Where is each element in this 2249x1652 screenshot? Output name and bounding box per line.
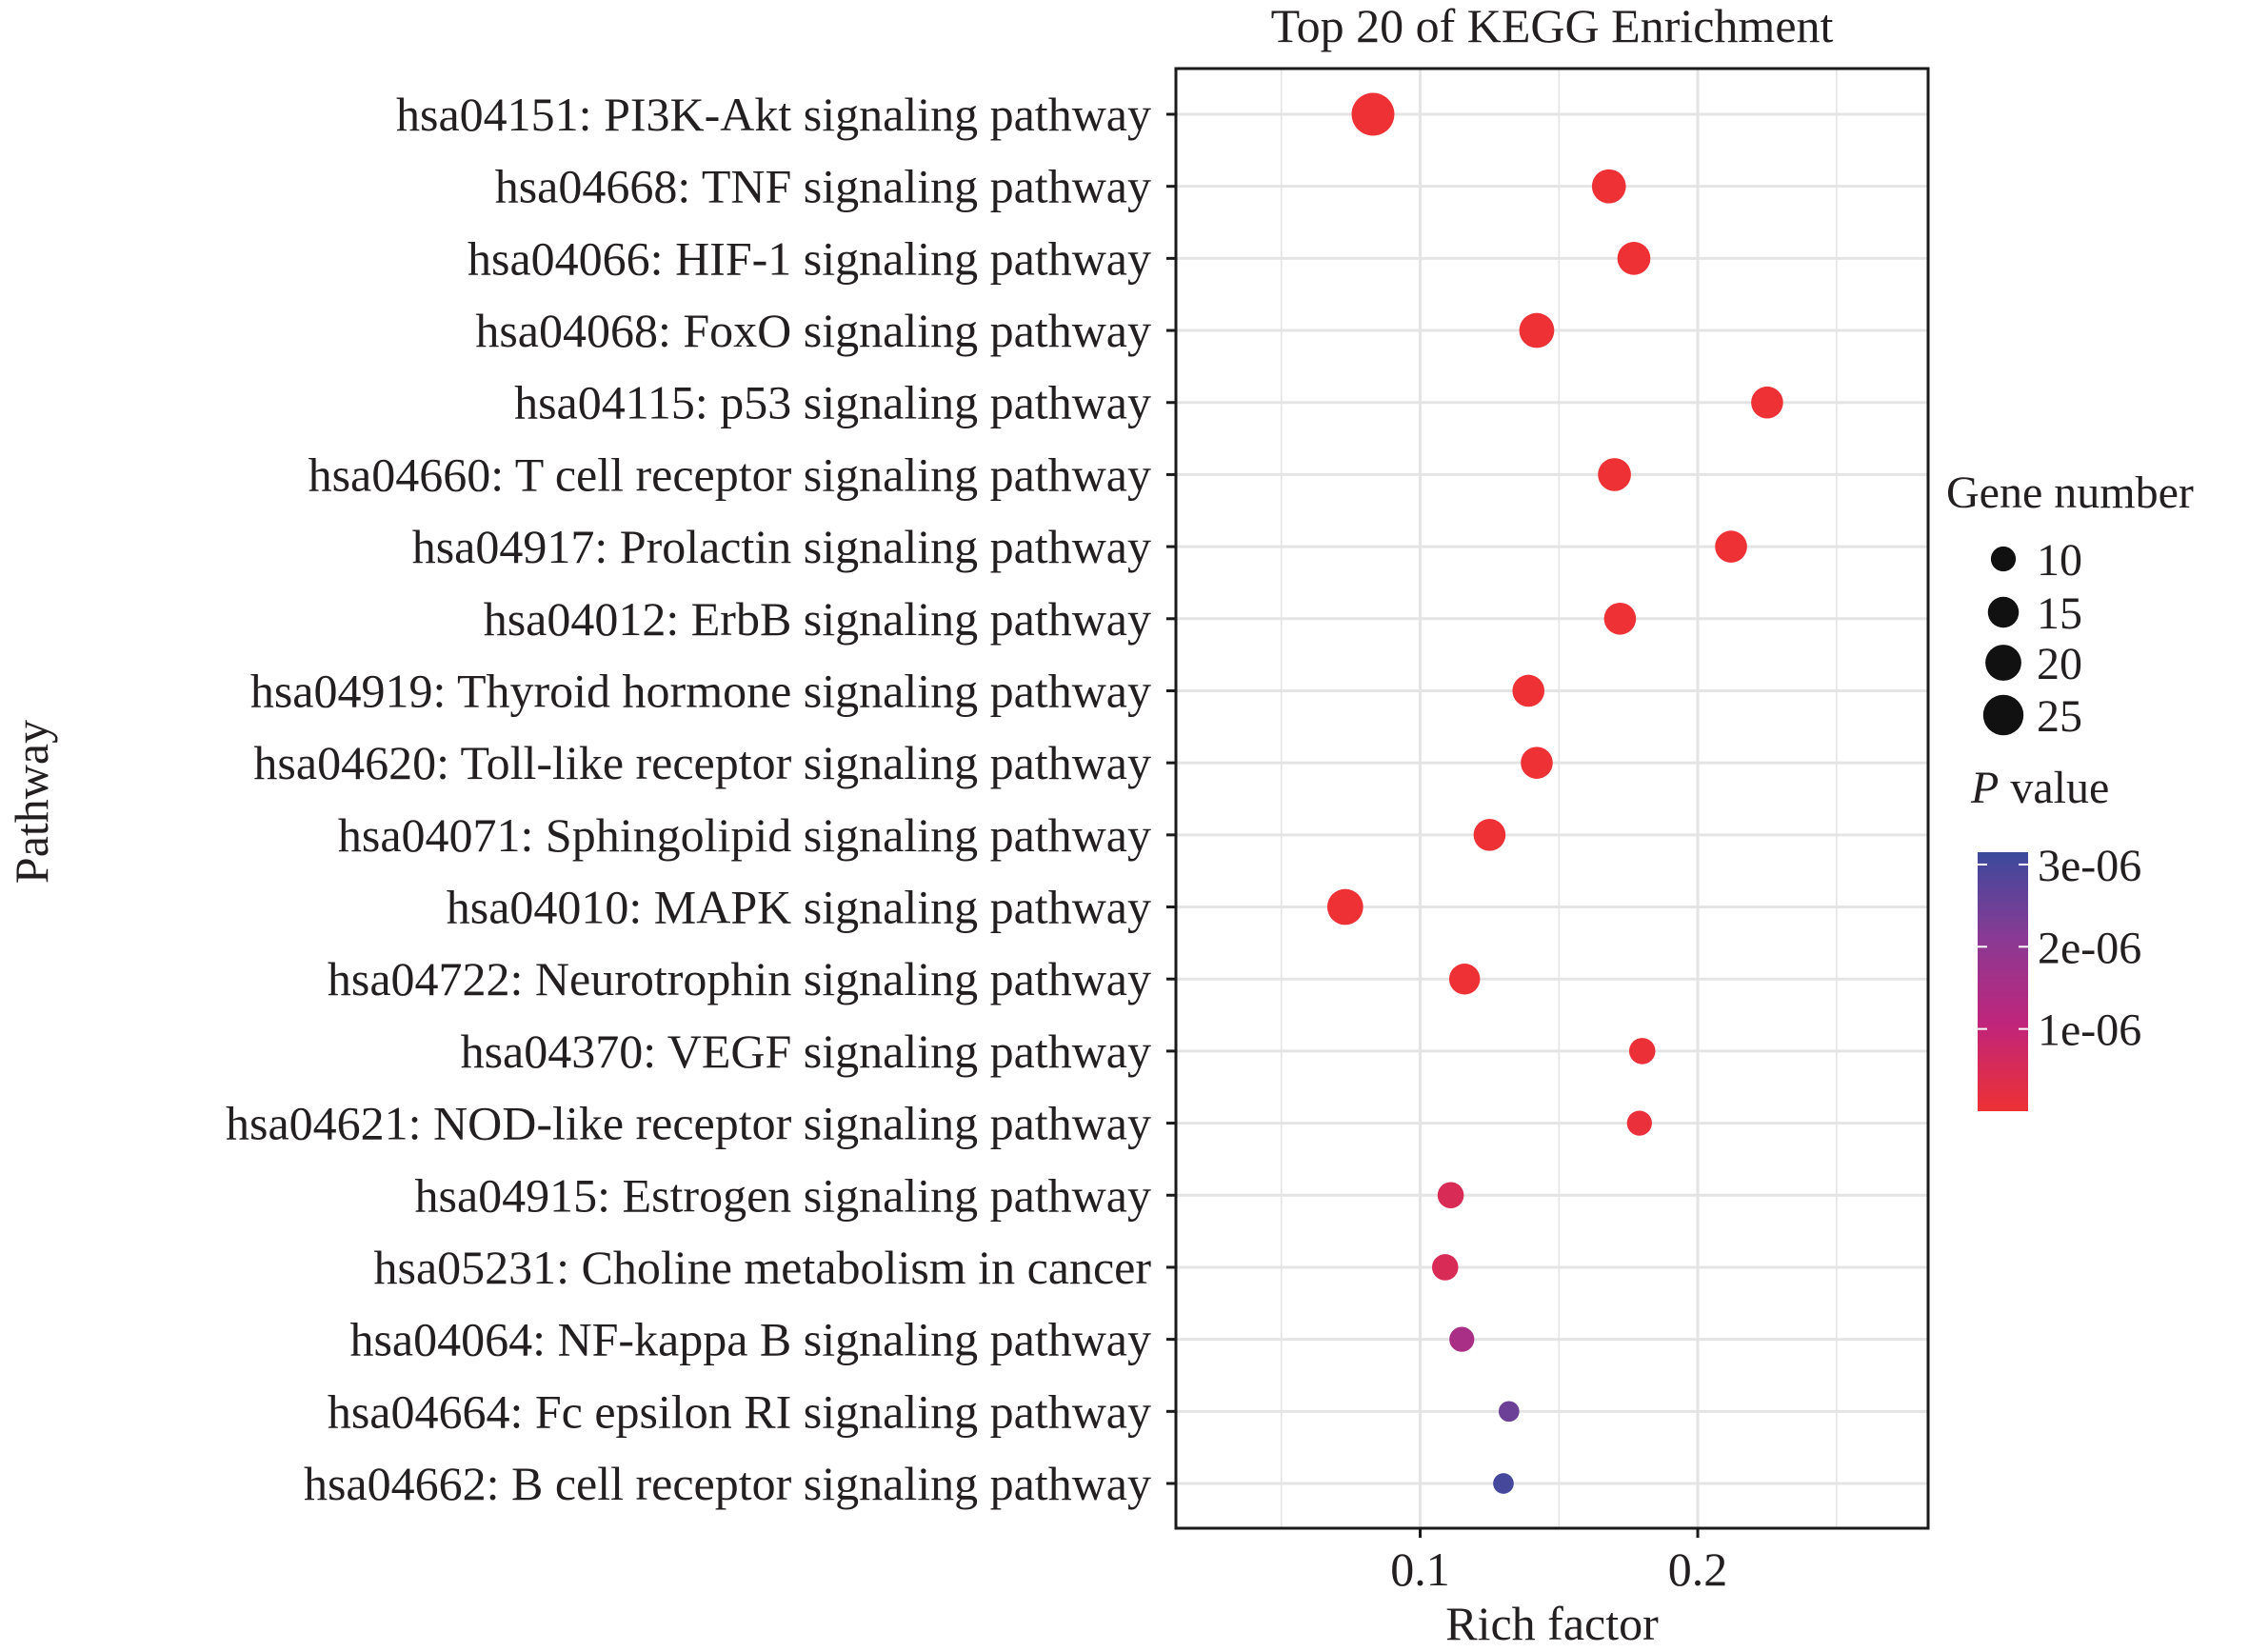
data-point [1351,92,1395,136]
data-point [1512,674,1545,707]
color-legend-title-p: P [1970,763,1999,813]
y-tick-label: hsa04620: Toll-like receptor signaling p… [253,736,1151,789]
color-bar-label: 3e-06 [2038,841,2141,891]
y-axis-label: Pathway [5,720,58,884]
p-value-legend: P value 3e-06 2e-06 1e-06 [1970,763,2141,1111]
size-legend-dot [1985,645,2021,681]
y-tick-label: hsa04722: Neurotrophin signaling pathway [328,952,1151,1005]
plot-grid [1176,69,1928,1528]
x-tick-label: 0.1 [1390,1543,1450,1596]
size-legend-label: 20 [2037,639,2082,689]
data-point [1431,1254,1459,1281]
x-tick-label: 0.2 [1668,1543,1728,1596]
data-point [1617,242,1651,275]
size-legend-dot [1987,596,2020,628]
color-bar-label: 2e-06 [2038,923,2141,973]
y-tick-label: hsa04917: Prolactin signaling pathway [412,520,1151,573]
data-point [1437,1182,1464,1209]
y-axis: hsa04151: PI3K-Akt signaling pathway hsa0… [226,88,1176,1510]
data-point [1448,963,1481,995]
y-tick-label: hsa04064: NF-kappa B signaling pathway [349,1313,1151,1366]
y-tick-label: hsa04071: Sphingolipid signaling pathway [338,808,1151,862]
data-points [1326,92,1783,1494]
color-legend-title-rest: value [1999,763,2109,813]
color-bar [1978,852,2028,1111]
y-tick-label: hsa04370: VEGF signaling pathway [461,1025,1151,1078]
y-tick-label: hsa04664: Fc epsilon RI signaling pathwa… [328,1384,1151,1438]
y-tick-label: hsa04010: MAPK signaling pathway [447,881,1151,934]
y-tick-label: hsa04915: Estrogen signaling pathway [415,1168,1152,1222]
size-legend-label: 25 [2037,691,2082,742]
y-tick-label: hsa04919: Thyroid hormone signaling path… [250,664,1151,717]
plot-border [1174,67,1930,1530]
chart-title: Top 20 of KEGG Enrichment [1271,0,1834,52]
size-legend-label: 10 [2037,535,2082,586]
size-legend-title: Gene number [1946,468,2194,518]
y-tick-label: hsa04621: NOD-like receptor signaling pa… [226,1097,1151,1150]
data-point [1628,1038,1656,1065]
y-tick-label: hsa05231: Choline metabolism in cancer [374,1241,1152,1294]
data-point [1603,602,1637,635]
data-point [1626,1110,1652,1136]
x-axis-label: Rich factor [1445,1597,1659,1650]
size-legend-dot [1982,694,2024,736]
data-point [1521,746,1553,779]
y-tick-label: hsa04115: p53 signaling pathway [514,376,1151,429]
data-point [1473,819,1506,851]
y-tick-label: hsa04012: ErbB signaling pathway [484,592,1151,646]
y-tick-label: hsa04068: FoxO signaling pathway [475,304,1151,357]
data-point [1519,312,1555,348]
data-point [1449,1326,1475,1352]
size-legend-label: 15 [2037,588,2082,639]
size-legend-dot [1990,546,2017,572]
x-axis: 0.1 0.2 [1390,1528,1727,1596]
y-tick-label: hsa04662: B cell receptor signaling path… [304,1457,1151,1510]
y-tick-label: hsa04066: HIF-1 signaling pathway [468,231,1151,285]
data-point [1493,1473,1514,1494]
data-point [1598,458,1631,491]
data-point [1591,169,1626,204]
data-point [1498,1401,1520,1423]
y-tick-label: hsa04151: PI3K-Akt signaling pathway [396,88,1151,141]
y-tick-label: hsa04668: TNF signaling pathway [495,160,1151,213]
color-legend-title: P value [1970,763,2109,813]
data-point [1751,386,1783,419]
y-tick-label: hsa04660: T cell receptor signaling path… [308,448,1151,501]
data-point [1326,888,1363,926]
color-bar-label: 1e-06 [2038,1005,2141,1056]
data-point [1715,530,1747,563]
